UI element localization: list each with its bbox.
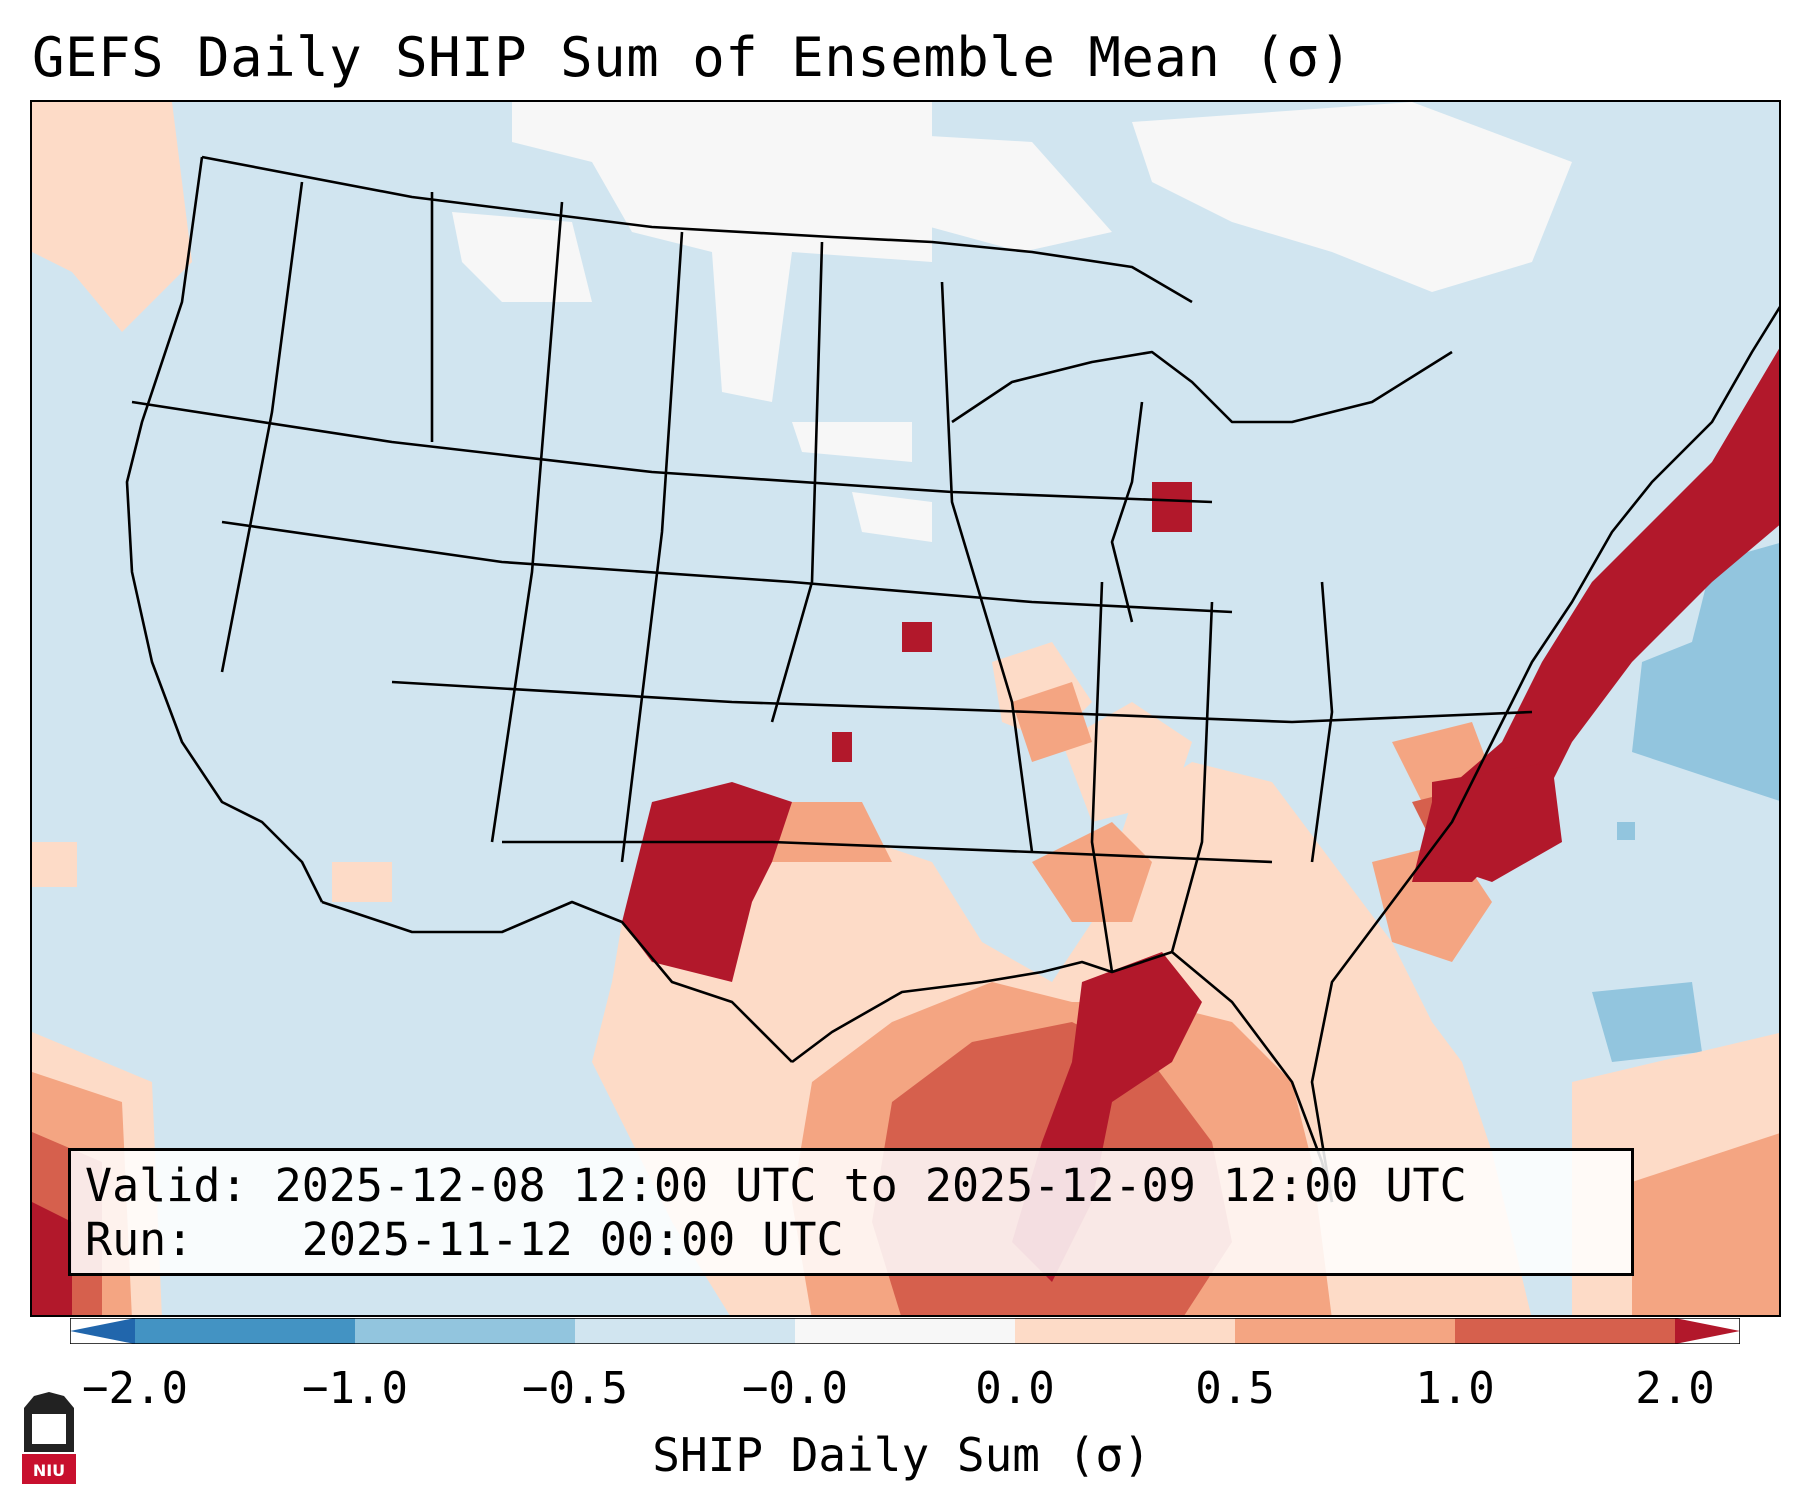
map-title: GEFS Daily SHIP Sum of Ensemble Mean (σ) [32,26,1353,89]
colorbar-bin [70,1318,135,1344]
negative-anomaly-patches [1592,543,1779,1062]
colorbar-tick-label: 2.0 [1635,1363,1715,1414]
valid-label: Valid: [85,1159,248,1212]
run-label: Run: [85,1213,194,1266]
run-value: 2025-11-12 00:00 UTC [301,1213,844,1266]
validity-info-box: Valid: 2025-12-08 12:00 UTC to 2025-12-0… [68,1148,1634,1276]
colorbar-tick-label: 0.0 [975,1363,1055,1414]
colorbar-tick-label: −1.0 [302,1363,408,1414]
map-panel [30,100,1781,1317]
colorbar-bin [1235,1318,1456,1344]
colorbar [70,1318,1740,1344]
colorbar-bins [70,1318,1740,1344]
run-line: Run: 2025-11-12 00:00 UTC [85,1213,1617,1267]
colorbar-bin [795,1318,1016,1344]
colorbar-tick-label: −0.0 [742,1363,848,1414]
valid-line: Valid: 2025-12-08 12:00 UTC to 2025-12-0… [85,1159,1617,1213]
niu-logo-icon: NIU [22,1392,76,1484]
colorbar-bin [355,1318,576,1344]
colorbar-bin [135,1318,356,1344]
logo-window [32,1414,66,1444]
colorbar-label: SHIP Daily Sum (σ) [652,1428,1151,1482]
ship-anomaly-map [32,102,1779,1315]
logo-text: NIU [33,1461,65,1480]
colorbar-tick-label: −0.5 [522,1363,628,1414]
logo-badge [22,1454,76,1484]
colorbar-tick-label: 0.5 [1195,1363,1275,1414]
valid-value: 2025-12-08 12:00 UTC to 2025-12-09 12:00… [274,1159,1467,1212]
colorbar-bin [1015,1318,1236,1344]
colorbar-tick-label: −2.0 [82,1363,188,1414]
colorbar-bin [1675,1318,1740,1344]
colorbar-bin [575,1318,796,1344]
colorbar-bin [1455,1318,1676,1344]
colorbar-tick-label: 1.0 [1415,1363,1495,1414]
political-borders [125,155,1779,1203]
